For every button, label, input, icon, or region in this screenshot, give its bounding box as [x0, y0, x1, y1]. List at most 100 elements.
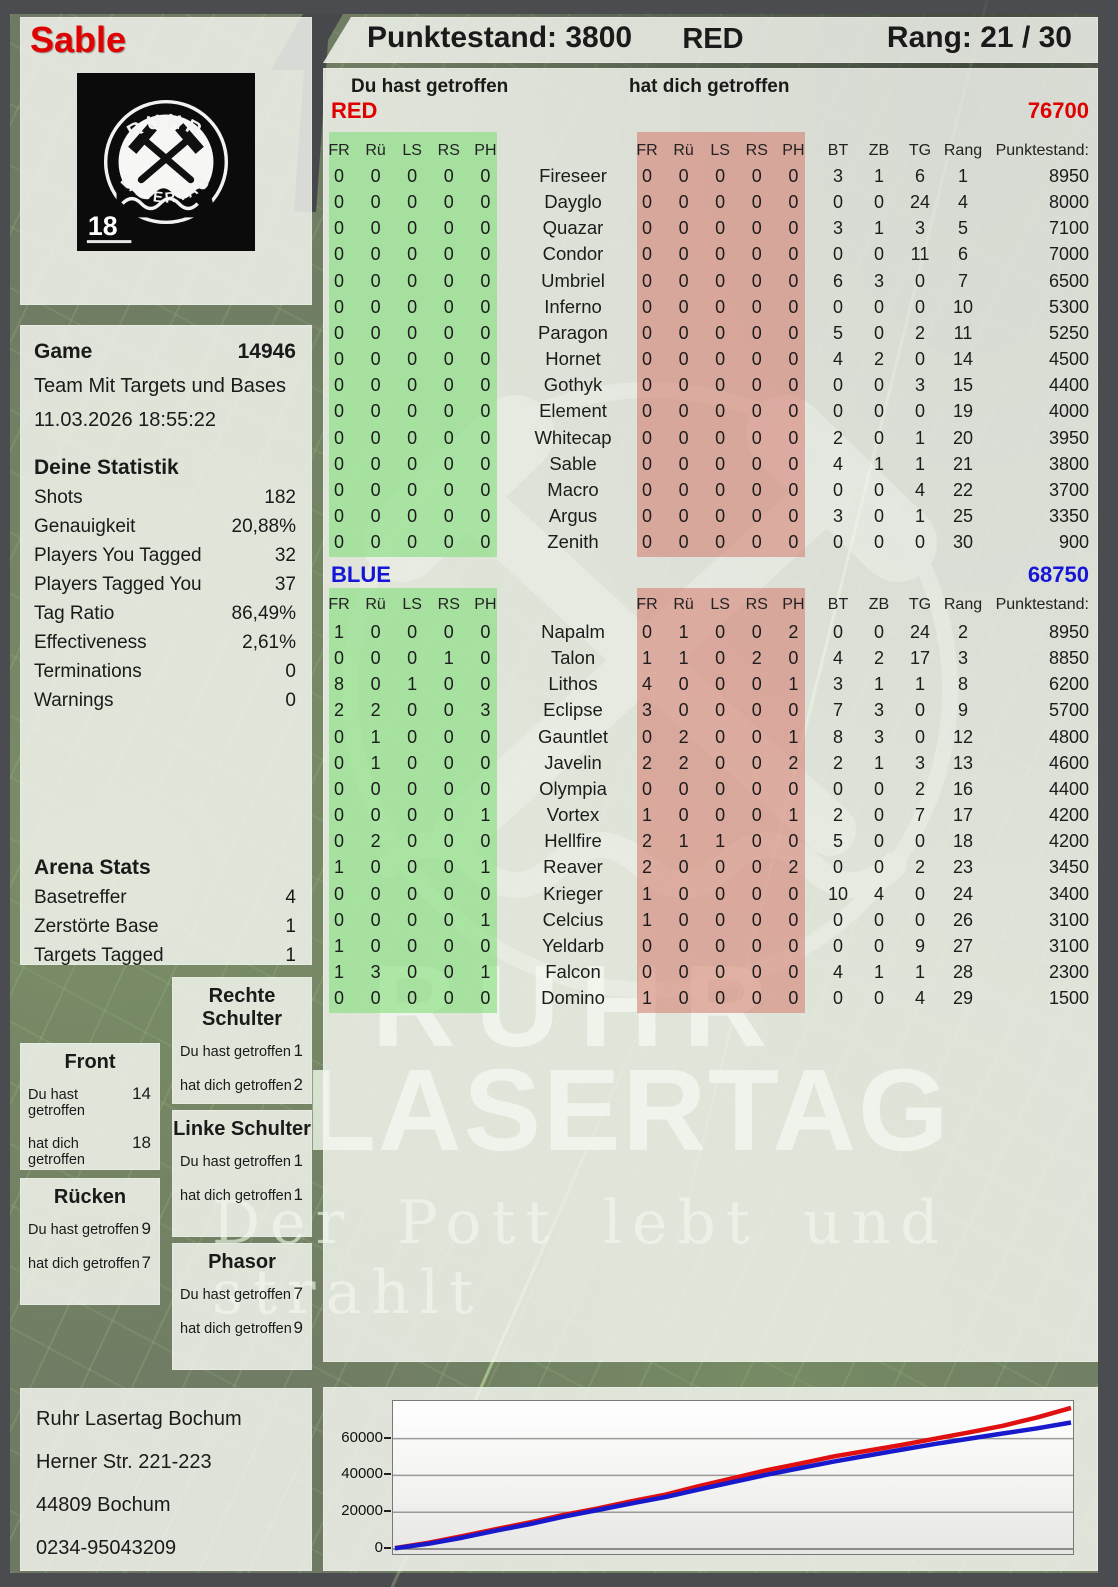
you-hit-cell: 0 — [407, 857, 418, 878]
you-hit-cell: 0 — [333, 831, 344, 852]
them-hit-cell: 0 — [788, 988, 799, 1009]
them-hit-cell: 1 — [678, 622, 689, 642]
stat-value: 37 — [274, 574, 296, 595]
stat-cell: 11 — [910, 244, 930, 265]
arena-stat-row: Zerstörte Base 1 — [34, 912, 296, 941]
table-row: 0 1 0 0 0 Gauntlet 0 2 0 0 1 8 3 0 12 4800 — [323, 68, 1098, 1362]
stat-row: Terminations 0 — [34, 657, 296, 686]
stat-cell: 17 — [952, 805, 974, 826]
game-mode: Team Mit Targets und Bases — [34, 375, 286, 397]
stat-cell: 0 — [832, 375, 843, 396]
them-hit-cell: 0 — [751, 244, 762, 265]
them-hit-cell: 0 — [715, 726, 726, 747]
you-hit-cell: 0 — [370, 322, 381, 343]
stat-cell: 3 — [832, 218, 843, 239]
stat-cell: 1 — [873, 674, 884, 695]
stat-cell: 0 — [873, 778, 884, 799]
column-header: LS — [402, 142, 422, 159]
stat-cell: 1 — [914, 961, 925, 982]
them-hit-cell: 0 — [751, 166, 762, 186]
stat-cell: 21 — [952, 453, 974, 474]
stat-cell: 0 — [873, 988, 884, 1009]
you-hit-cell: 0 — [480, 622, 491, 642]
column-header: RS — [437, 142, 460, 159]
you-hit-cell: 3 — [480, 700, 491, 721]
you-hit-cell: 0 — [443, 322, 454, 343]
you-hit-cell: 0 — [407, 752, 418, 773]
player-name-cell: Condor — [542, 243, 604, 265]
stat-cell: 7 — [914, 805, 925, 826]
you-hit-cell: 0 — [370, 270, 381, 291]
them-hit-cell: 0 — [715, 375, 726, 396]
player-name-cell: Umbriel — [541, 269, 605, 291]
stat-cell: 10 — [827, 883, 849, 904]
stat-cell: 4 — [914, 479, 925, 500]
them-hit-cell: 0 — [641, 270, 652, 291]
table-row: 0 0 0 0 1 Celcius 1 0 0 0 0 0 0 0 26 3100 — [323, 68, 1098, 1362]
stat-cell: 0 — [832, 857, 843, 878]
game-number: 14946 — [237, 340, 296, 363]
them-hit-cell: 0 — [788, 218, 799, 239]
deine-statistik-title: Deine Statistik — [34, 456, 179, 479]
stat-cell: 0 — [914, 349, 925, 370]
them-hit-cell: 0 — [751, 935, 762, 956]
arena-stats-title: Arena Stats — [34, 856, 151, 879]
table-row: 0 0 0 0 0 Fireseer 0 0 0 0 0 3 1 6 1 8950 — [323, 68, 1098, 1362]
punktestand-cell: 3350 — [1048, 505, 1089, 526]
punktestand-cell: 7100 — [1048, 218, 1089, 239]
punktestand-cell: 5250 — [1048, 322, 1089, 343]
them-hit-cell: 1 — [678, 831, 689, 852]
you-hit-cell: 1 — [443, 648, 454, 669]
table-row: 0 0 0 0 0 Argus 0 0 0 0 0 3 0 1 25 3350 — [323, 68, 1098, 1362]
you-hit-cell: 0 — [443, 166, 454, 186]
punktestand-cell: 8000 — [1048, 192, 1089, 213]
you-hit-cell: 0 — [333, 505, 344, 526]
you-hit-label: Du hast getroffen — [28, 1222, 139, 1238]
punktestand-cell: 4500 — [1048, 349, 1089, 370]
you-hit-value: 7 — [293, 1284, 303, 1303]
them-hit-cell: 0 — [788, 427, 799, 448]
you-hit-cell: 0 — [333, 270, 344, 291]
you-hit-cell: 0 — [333, 988, 344, 1009]
them-hit-cell: 0 — [751, 700, 762, 721]
you-hit-cell: 0 — [333, 401, 344, 422]
them-hit-cell: 0 — [678, 166, 689, 186]
them-hit-cell: 0 — [641, 244, 652, 265]
you-hit-cell: 0 — [370, 401, 381, 422]
them-hit-cell: 0 — [678, 401, 689, 422]
stat-cell: 3 — [873, 726, 884, 747]
stat-cell: 0 — [914, 909, 925, 930]
punktestand-cell: 3950 — [1048, 427, 1089, 448]
you-hit-column-label: Du hast getroffen — [351, 76, 509, 97]
stat-cell: 2 — [914, 322, 925, 343]
you-hit-cell: 0 — [407, 296, 418, 317]
score-line-blue — [394, 1420, 1072, 1551]
you-hit-cell: 0 — [407, 700, 418, 721]
you-hit-cell: 0 — [407, 479, 418, 500]
player-name-cell: Celcius — [542, 908, 604, 930]
stat-cell: 0 — [832, 909, 843, 930]
them-hit-cell: 0 — [751, 270, 762, 291]
them-hit-cell: 0 — [788, 401, 799, 422]
arena-stats-rows: Basetreffer 4 Zerstörte Base 1 Targets Tagge… — [34, 883, 296, 970]
you-hit-cell: 0 — [480, 296, 491, 317]
you-hit-cell: 0 — [480, 752, 491, 773]
you-hit-cell: 0 — [370, 988, 381, 1009]
you-hit-cell: 0 — [407, 453, 418, 474]
you-hit-cell: 1 — [407, 674, 418, 695]
stat-label: Shots — [34, 487, 83, 508]
them-hit-cell: 0 — [788, 166, 799, 186]
stat-cell: 5 — [957, 218, 968, 239]
you-hit-cell: 0 — [480, 244, 491, 265]
stat-cell: 12 — [952, 726, 974, 747]
hitbox-title: Front — [64, 1051, 116, 1073]
them-hit-cell: 1 — [641, 648, 652, 669]
column-header: FR — [328, 596, 350, 613]
them-hits-stripe — [637, 132, 805, 558]
you-hit-cell: 0 — [480, 532, 491, 553]
stat-cell: 3 — [914, 375, 925, 396]
you-hit-cell: 0 — [333, 648, 344, 669]
punktestand-cell: 3100 — [1048, 909, 1089, 930]
rang-header: Rang: 21 / 30 — [886, 21, 1072, 54]
stat-cell: 6 — [832, 270, 843, 291]
